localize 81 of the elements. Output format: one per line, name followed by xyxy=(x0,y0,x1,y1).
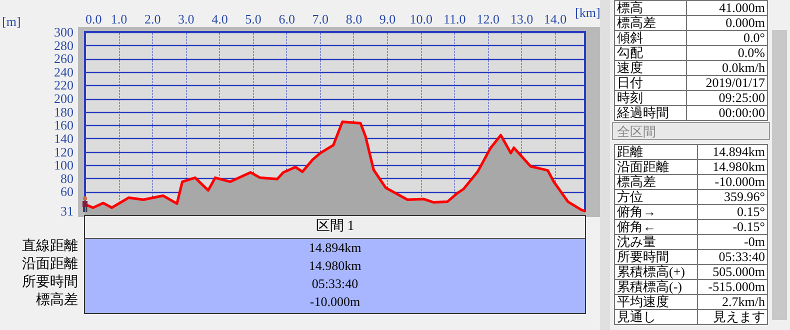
text: 2.7km/h xyxy=(697,294,768,310)
text: -10.000m xyxy=(308,293,362,311)
y-tick-label: 120 xyxy=(54,144,74,160)
y-tick-label: 80 xyxy=(60,170,74,186)
x-tick-label: 6.0 xyxy=(278,12,295,26)
x-tick-label: 5.0 xyxy=(245,12,262,26)
x-tick-label: 2.0 xyxy=(144,12,161,26)
text: 距離 xyxy=(614,144,698,160)
text: 00:00:00 xyxy=(686,105,768,120)
text: 沈み量 xyxy=(614,234,698,250)
y-tick-label: 60 xyxy=(60,184,74,200)
text: 05:33:40 xyxy=(697,249,768,264)
text: -10.000m xyxy=(697,174,768,190)
text: 0.0km/h xyxy=(686,60,768,76)
y-axis-title: [m] xyxy=(2,14,21,30)
x-tick-label: 8.0 xyxy=(346,12,362,26)
text: 14.894km xyxy=(308,239,362,257)
text: 時刻 xyxy=(614,90,686,106)
text: 14.980km xyxy=(697,159,768,174)
x-tick-label: 11.0 xyxy=(443,12,466,26)
text: 方位 xyxy=(614,189,698,204)
x-tick-label: 0.0 xyxy=(86,12,102,26)
x-tick-label: 9.0 xyxy=(379,12,396,26)
text: 0.15° xyxy=(697,204,768,220)
x-tick-label: 4.0 xyxy=(212,12,228,26)
text: 累積標高(+) xyxy=(614,264,698,280)
text: 359.96° xyxy=(697,189,768,204)
text: 見えます xyxy=(697,309,768,324)
x-tick-label: 1.0 xyxy=(110,12,128,26)
text: 14.980km xyxy=(308,257,362,275)
text: 経過時間 xyxy=(614,105,686,120)
text: 0.0° xyxy=(686,30,768,46)
text: 見通し xyxy=(614,309,698,324)
text: 0.000m xyxy=(686,15,768,30)
text: 05:33:40 xyxy=(310,275,360,293)
x-tick-label: 7.0 xyxy=(312,12,329,26)
text: 標高差 xyxy=(614,15,686,30)
text: -0m xyxy=(697,234,768,250)
y-tick-label: 300 xyxy=(54,24,74,40)
y-tick-label: 100 xyxy=(54,158,74,173)
text: 沿面距離 xyxy=(21,255,78,273)
text: 標高 xyxy=(614,0,686,16)
y-tick-label: 280 xyxy=(54,38,74,53)
text: 平均速度 xyxy=(614,294,698,310)
text: 全区間 xyxy=(612,122,770,140)
text: 41.000m xyxy=(686,0,768,16)
text: 09:25:00 xyxy=(686,90,768,106)
y-tick-label: 240 xyxy=(54,64,74,80)
x-tick-label: 13.0 xyxy=(510,12,534,26)
text: 標高差 xyxy=(35,291,78,309)
text: 区間 1 xyxy=(85,216,585,239)
text: 所要時間 xyxy=(614,249,698,264)
text: 傾斜 xyxy=(614,30,686,46)
text: -0.15° xyxy=(697,219,768,234)
text: 俯角← xyxy=(614,219,698,234)
text: 俯角→ xyxy=(614,204,698,220)
text: 0.0% xyxy=(686,45,768,60)
text: 速度 xyxy=(614,60,686,76)
text: 沿面距離 xyxy=(614,159,698,174)
x-axis-title: [km] xyxy=(575,5,600,21)
text: 505.000m xyxy=(697,264,768,280)
y-tick-label: 31 xyxy=(60,204,74,218)
text: 累積標高(-) xyxy=(614,279,698,294)
y-tick-label: 200 xyxy=(54,91,74,106)
x-tick-label: 10.0 xyxy=(410,12,432,26)
y-tick-label: 220 xyxy=(54,78,74,93)
text: 日付 xyxy=(614,75,686,90)
x-tick-label: 3.0 xyxy=(178,12,194,26)
text: 2019/01/17 xyxy=(686,75,768,90)
text: 勾配 xyxy=(614,45,686,60)
text: 直線距離 xyxy=(21,237,78,255)
x-tick-label: 12.0 xyxy=(476,12,500,26)
text: 14.894km xyxy=(697,144,768,160)
text: -515.000m xyxy=(697,279,768,294)
text: 標高差 xyxy=(614,174,698,190)
y-tick-label: 140 xyxy=(54,130,74,146)
y-tick-label: 260 xyxy=(54,51,74,66)
y-tick-label: 160 xyxy=(54,118,74,133)
x-tick-label: 14.0 xyxy=(544,12,567,26)
text: 所要時間 xyxy=(21,273,78,291)
y-tick-label: 180 xyxy=(54,104,74,120)
